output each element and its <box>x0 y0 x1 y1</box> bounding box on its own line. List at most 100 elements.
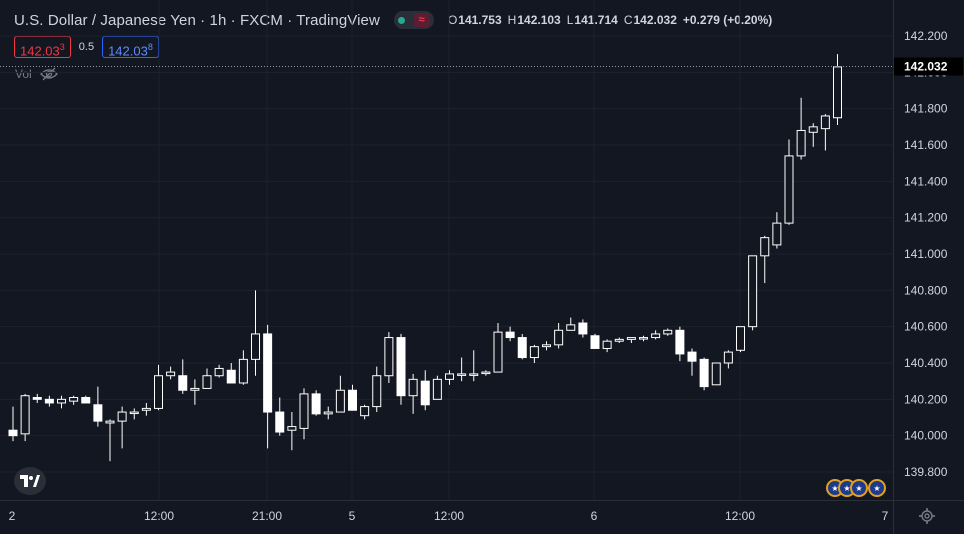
candle-body <box>93 404 103 422</box>
candle-body <box>226 369 236 384</box>
candle-body <box>578 322 588 335</box>
candle-body <box>651 333 661 339</box>
candle-body <box>808 126 818 133</box>
candle-body <box>566 324 576 331</box>
candle-body <box>639 337 648 340</box>
candle-body <box>542 344 551 348</box>
candle-body <box>44 398 54 404</box>
chart-header: U.S. Dollar / Japanese Yen · 1h · FXCM ·… <box>14 10 772 30</box>
candle-body <box>384 337 394 377</box>
symbol-title[interactable]: U.S. Dollar / Japanese Yen · 1h · FXCM ·… <box>14 11 380 29</box>
sell-pip: 3 <box>59 42 65 52</box>
candle-body <box>32 397 42 400</box>
x-tick-label: 6 <box>591 509 598 523</box>
candle-body <box>481 371 491 375</box>
sell-price: 142.03 <box>20 43 60 59</box>
candle-body <box>699 358 709 388</box>
candle-body <box>202 375 212 389</box>
candle-body <box>663 329 673 335</box>
candle-body <box>57 398 66 404</box>
candle-body <box>178 375 188 391</box>
y-tick-label: 141.400 <box>904 174 948 188</box>
candle-body <box>517 337 527 359</box>
candle-body <box>687 351 697 362</box>
open-label: O <box>447 13 458 27</box>
candle-body <box>299 393 309 429</box>
candle-body <box>190 387 200 391</box>
last-price-label: 142.032 <box>904 60 948 74</box>
candle-body <box>796 129 806 157</box>
us-flag-icon[interactable]: ★ <box>868 479 886 497</box>
candle-body <box>784 155 794 224</box>
x-tick-label: 21:00 <box>252 509 282 523</box>
candle-body <box>275 411 285 433</box>
candle-body <box>311 393 321 415</box>
change-value: +0.279 (+0.20%) <box>682 13 773 27</box>
x-tick-label: 12:00 <box>725 509 755 523</box>
candle-body <box>69 397 79 402</box>
tradingview-logo[interactable] <box>14 467 46 495</box>
gear-icon[interactable] <box>918 507 936 525</box>
market-open-dot-icon <box>398 16 406 24</box>
x-tick-label: 12:00 <box>144 509 174 523</box>
candle-body <box>723 351 733 364</box>
economic-events: ★ ★ ★ ★ <box>826 479 886 497</box>
candle-body <box>529 346 539 359</box>
candle-body <box>214 367 224 377</box>
high-value: 142.103 <box>517 13 561 27</box>
candle-body <box>129 411 139 415</box>
candle-body <box>675 329 685 355</box>
candle-body <box>117 411 127 422</box>
y-tick-label: 140.000 <box>904 429 948 443</box>
sell-button[interactable]: 142.033 <box>14 36 71 58</box>
buy-pip: 8 <box>147 42 153 52</box>
y-tick-label: 141.800 <box>904 102 948 116</box>
ohlc-values: O141.753 H142.103 L141.714 C142.032 +0.2… <box>448 13 772 27</box>
y-tick-label: 140.600 <box>904 320 948 334</box>
candle-body <box>833 66 842 119</box>
x-tick-label: 5 <box>349 509 356 523</box>
spread-value: 0.5 <box>78 41 95 53</box>
candle-body <box>445 373 454 380</box>
candle-body <box>287 426 297 431</box>
candle-body <box>748 255 758 328</box>
candle-body <box>614 338 624 342</box>
market-status[interactable]: ≈ <box>393 11 434 29</box>
candle-body <box>372 375 382 408</box>
volume-label: Vol <box>15 67 32 81</box>
candle-body <box>251 333 260 360</box>
candle-body <box>238 358 248 384</box>
candle-body <box>396 337 406 397</box>
candle-body <box>360 406 370 417</box>
y-tick-label: 139.800 <box>904 465 948 479</box>
candle-body <box>602 340 612 349</box>
candle-body <box>335 389 345 413</box>
candle-body <box>263 333 273 413</box>
candle-body <box>408 378 418 397</box>
candle-body <box>420 380 430 406</box>
candle-body <box>590 335 600 349</box>
buy-button[interactable]: 142.038 <box>102 36 159 58</box>
y-tick-label: 140.800 <box>904 283 948 297</box>
candle-body <box>554 329 564 346</box>
quote-row: 142.033 0.5 142.038 <box>14 36 159 58</box>
candle-body <box>323 411 333 415</box>
us-flag-icon[interactable]: ★ <box>850 479 868 497</box>
close-value: 142.032 <box>633 13 677 27</box>
low-label: L <box>566 13 574 27</box>
y-tick-label: 141.600 <box>904 138 948 152</box>
low-value: 141.714 <box>574 13 618 27</box>
y-tick-label: 142.000 <box>904 65 948 79</box>
candle-body <box>505 331 515 339</box>
x-tick-label: 7 <box>882 509 889 523</box>
volume-legend: Vol <box>15 67 58 81</box>
y-tick-label: 140.400 <box>904 356 948 370</box>
candle-body <box>457 373 467 376</box>
buy-price: 142.03 <box>108 43 148 59</box>
eye-off-icon[interactable] <box>39 67 58 81</box>
candle-body <box>20 395 30 435</box>
candle-body <box>772 222 782 246</box>
y-tick-label: 141.200 <box>904 211 948 225</box>
candle-body <box>8 429 18 437</box>
